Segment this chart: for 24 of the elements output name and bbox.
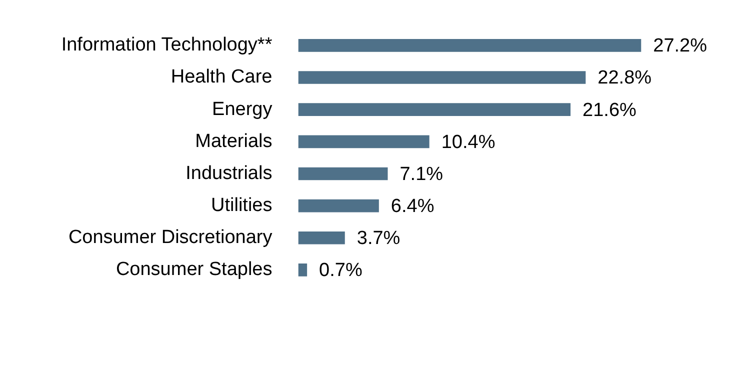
- bar: [298, 71, 586, 84]
- y-tick-label: Health Care: [170, 66, 272, 88]
- bar: [298, 231, 345, 244]
- y-tick-label: Materials: [195, 130, 272, 152]
- bar: [298, 39, 642, 52]
- data-label: 0.7%: [319, 260, 362, 282]
- data-label: 7.1%: [400, 164, 444, 185]
- data-label: 21.6%: [582, 100, 637, 121]
- y-tick-label: Energy: [212, 98, 273, 120]
- bar: [298, 103, 571, 116]
- y-tick-label: Utilities: [211, 195, 272, 216]
- bar: [298, 167, 388, 180]
- bar: [298, 264, 308, 276]
- y-tick-label: Information Technology**: [61, 34, 273, 56]
- data-label: 22.8%: [598, 68, 652, 89]
- data-label: 6.4%: [390, 196, 434, 218]
- data-label: 27.2%: [653, 36, 708, 57]
- y-tick-label: Consumer Discretionary: [68, 227, 273, 248]
- data-label: 10.4%: [441, 132, 496, 153]
- bar: [298, 135, 430, 148]
- y-tick-label: Industrials: [186, 162, 272, 184]
- bar: [298, 199, 379, 212]
- y-tick-label: Consumer Staples: [116, 259, 272, 280]
- data-label: 3.7%: [356, 228, 400, 250]
